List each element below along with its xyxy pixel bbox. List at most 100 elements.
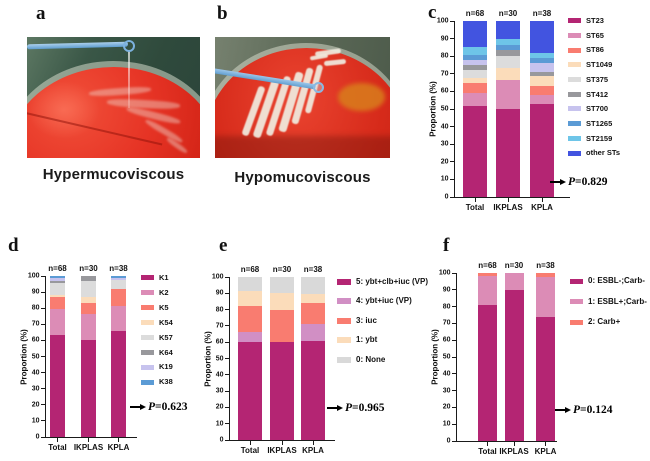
legend-label: K64 — [159, 347, 173, 357]
legend-swatch — [570, 278, 583, 284]
y-tick-mark — [225, 358, 229, 360]
inoculation-loop-ring — [123, 40, 135, 52]
legend-item: ST65 — [568, 32, 604, 40]
n-count-label: n=30 — [504, 261, 524, 270]
y-tick-mark — [41, 291, 45, 293]
legend-swatch — [337, 279, 351, 285]
legend-label: 0: ESBL-;Carb- — [588, 276, 645, 285]
legend-label: K5 — [159, 302, 169, 312]
x-tick-mark — [281, 441, 283, 445]
y-tick-mark — [452, 373, 456, 375]
legend-label: 0: None — [356, 354, 386, 364]
panel-a-letter: a — [36, 3, 46, 24]
legend-swatch — [337, 337, 351, 344]
y-tick-label: 50 — [31, 353, 40, 360]
y-tick-mark — [41, 372, 45, 374]
n-count-label: n=68 — [465, 9, 485, 18]
legend-label: 3: iuc — [356, 315, 377, 325]
p-value-annotation: P=0.965 — [327, 402, 384, 414]
y-tick-label: 90 — [215, 289, 224, 297]
legend-item: K1 — [141, 274, 169, 282]
bar-segment-0-esbl-carb- — [478, 305, 497, 441]
legend-label: ST86 — [586, 45, 604, 55]
y-tick-mark — [450, 108, 454, 110]
agar-orange-patch — [337, 82, 385, 111]
bar-segment-k54 — [50, 294, 65, 298]
legend-label: ST65 — [586, 30, 604, 40]
y-tick-mark — [41, 356, 45, 358]
y-tick-label: 100 — [211, 273, 224, 281]
legend-swatch — [568, 47, 581, 53]
legend-item: K19 — [141, 363, 173, 371]
y-tick-mark — [450, 196, 454, 198]
y-tick-label: 40 — [442, 370, 451, 378]
category-label: IKPLAS — [499, 447, 529, 456]
n-count-label: n=38 — [303, 265, 323, 274]
legend-label: ST1049 — [586, 60, 613, 70]
x-tick-mark — [249, 441, 251, 445]
bar-segment-st2159 — [496, 38, 520, 45]
y-tick-label: 80 — [440, 52, 449, 60]
y-tick-mark — [41, 339, 45, 341]
bar-segment-1-esbl-carb- — [536, 277, 555, 318]
y-tick-label: 10 — [440, 175, 449, 183]
legend-label: K1 — [159, 273, 169, 282]
arrow-line-icon — [327, 407, 337, 409]
legend-swatch — [568, 91, 581, 97]
bar-segment-st375 — [463, 70, 487, 78]
bar-segment-st700 — [530, 62, 554, 72]
y-tick-label: 90 — [31, 288, 40, 296]
y-tick-mark — [41, 275, 45, 277]
p-value-annotation: P=0.124 — [555, 404, 612, 416]
bar-segment-st23 — [463, 106, 487, 197]
x-tick-mark — [57, 438, 59, 442]
legend-label: ST700 — [586, 104, 609, 114]
y-tick-mark — [450, 126, 454, 128]
legend-swatch — [568, 150, 581, 156]
x-tick-mark — [513, 442, 515, 446]
y-tick-label: 70 — [442, 319, 451, 327]
y-tick-mark — [225, 292, 229, 294]
legend-swatch — [141, 305, 154, 311]
y-tick-label: 60 — [215, 338, 224, 346]
y-axis-line — [455, 273, 457, 443]
bar-segment-k54 — [81, 297, 96, 303]
y-tick-mark — [450, 178, 454, 180]
legend-label: K54 — [159, 317, 173, 327]
legend-swatch — [568, 77, 581, 83]
bar-segment-st1265 — [530, 57, 554, 63]
bar-segment-k19 — [50, 278, 65, 281]
y-tick-mark — [452, 406, 456, 408]
y-tick-mark — [452, 423, 456, 425]
y-tick-mark — [225, 276, 229, 278]
bar-segment-0-none — [238, 277, 262, 292]
bar-segment-k19 — [111, 278, 126, 281]
y-tick-label: 100 — [438, 269, 451, 277]
panel-b-letter: b — [217, 3, 228, 24]
y-tick-mark — [450, 38, 454, 40]
y-tick-label: 80 — [442, 303, 451, 311]
y-tick-mark — [225, 423, 229, 425]
legend-label: K38 — [159, 377, 173, 387]
legend-label: 4: ybt+iuc (VP) — [356, 296, 412, 306]
x-tick-mark — [118, 438, 120, 442]
x-tick-mark — [541, 198, 543, 202]
x-axis-line — [455, 441, 557, 443]
legend-item: K64 — [141, 347, 173, 357]
panel-a-caption: Hypermucoviscous — [42, 166, 185, 183]
bar-segment-st2159 — [530, 53, 554, 58]
x-tick-mark — [312, 441, 314, 445]
legend-label: other STs — [586, 148, 621, 158]
category-label: IKPLAS — [73, 443, 104, 452]
legend-item: ST700 — [568, 105, 608, 113]
category-label: Total — [465, 203, 485, 212]
legend-item: 1: ybt — [337, 336, 377, 344]
legend-swatch — [337, 298, 351, 305]
bar-segment-k57 — [50, 282, 65, 295]
bar-segment-st375 — [496, 56, 520, 68]
category-label: Total — [48, 443, 67, 452]
bar-segment-1-esbl-carb- — [478, 275, 497, 306]
bar-segment-k57 — [81, 281, 96, 298]
y-tick-label: 20 — [442, 403, 451, 411]
